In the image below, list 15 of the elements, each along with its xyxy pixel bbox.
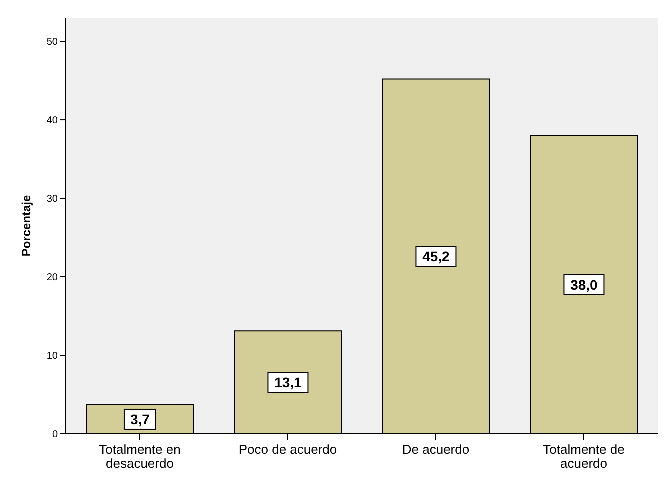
y-tick-label: 0 <box>52 430 58 441</box>
data-label: 38,0 <box>570 276 598 293</box>
y-tick-label: 10 <box>46 351 58 362</box>
data-label: 45,2 <box>422 248 450 265</box>
y-tick-label: 40 <box>46 116 58 127</box>
y-tick-label: 50 <box>46 37 58 48</box>
y-tick-label: 20 <box>46 272 58 284</box>
x-tick-label: De acuerdo <box>402 442 470 457</box>
y-tick-label: 30 <box>46 194 58 206</box>
y-axis-title: Porcentaje <box>19 194 34 257</box>
data-label: 13,1 <box>274 374 302 391</box>
x-tick-label: Totalmente de acuerdo <box>543 442 625 471</box>
x-tick-label: Totalmente en desacuerdo <box>99 442 181 471</box>
data-label: 3,7 <box>130 411 150 428</box>
x-tick-label: Poco de acuerdo <box>238 442 338 457</box>
